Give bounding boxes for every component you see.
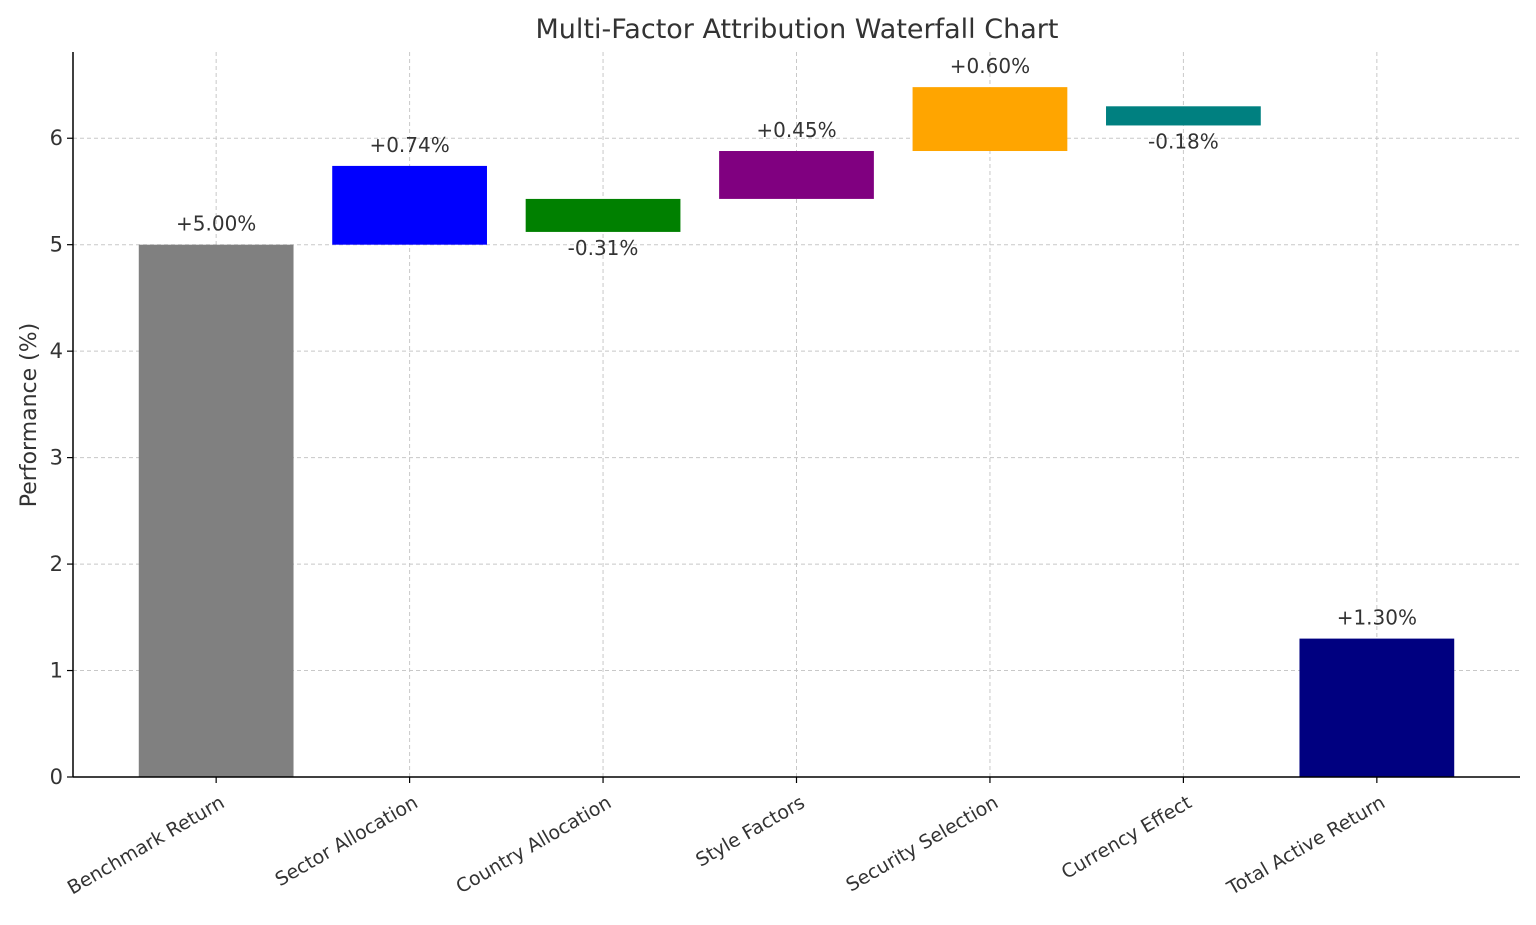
bar-style-factors — [719, 151, 874, 199]
data-label: -0.31% — [568, 236, 639, 260]
data-label: +5.00% — [176, 212, 256, 236]
x-tick-label: Country Allocation — [452, 791, 615, 898]
bar-sector-allocation — [332, 165, 487, 245]
bar-benchmark-return — [138, 244, 294, 777]
y-tick-label: 0 — [50, 765, 63, 789]
y-tick-label: 2 — [50, 552, 63, 576]
bar-currency-effect — [1106, 106, 1261, 126]
y-tick-label: 3 — [50, 446, 63, 470]
y-tick-label: 4 — [50, 339, 63, 363]
bar-security-selection — [912, 87, 1068, 152]
chart-title: Multi-Factor Attribution Waterfall Chart — [536, 14, 1059, 45]
data-label: +0.74% — [369, 133, 449, 157]
data-label: +0.60% — [950, 54, 1030, 78]
y-tick-label: 5 — [50, 233, 63, 257]
bar-total-active-return — [1299, 638, 1455, 777]
y-tick-label: 6 — [50, 126, 63, 150]
x-tick-label: Sector Allocation — [271, 791, 421, 890]
x-tick-label: Style Factors — [692, 791, 809, 871]
data-label: +1.30% — [1337, 606, 1417, 630]
y-tick-label: 1 — [50, 659, 63, 683]
x-tick-label: Benchmark Return — [64, 791, 229, 899]
x-tick-label: Currency Effect — [1058, 791, 1196, 883]
x-tick-label: Security Selection — [842, 791, 1002, 896]
data-label: +0.45% — [756, 118, 836, 142]
data-label: -0.18% — [1148, 129, 1219, 153]
x-tick-label: Total Active Return — [1223, 791, 1389, 900]
y-axis-label: Performance (%) — [17, 323, 42, 507]
bar-country-allocation — [525, 198, 681, 232]
